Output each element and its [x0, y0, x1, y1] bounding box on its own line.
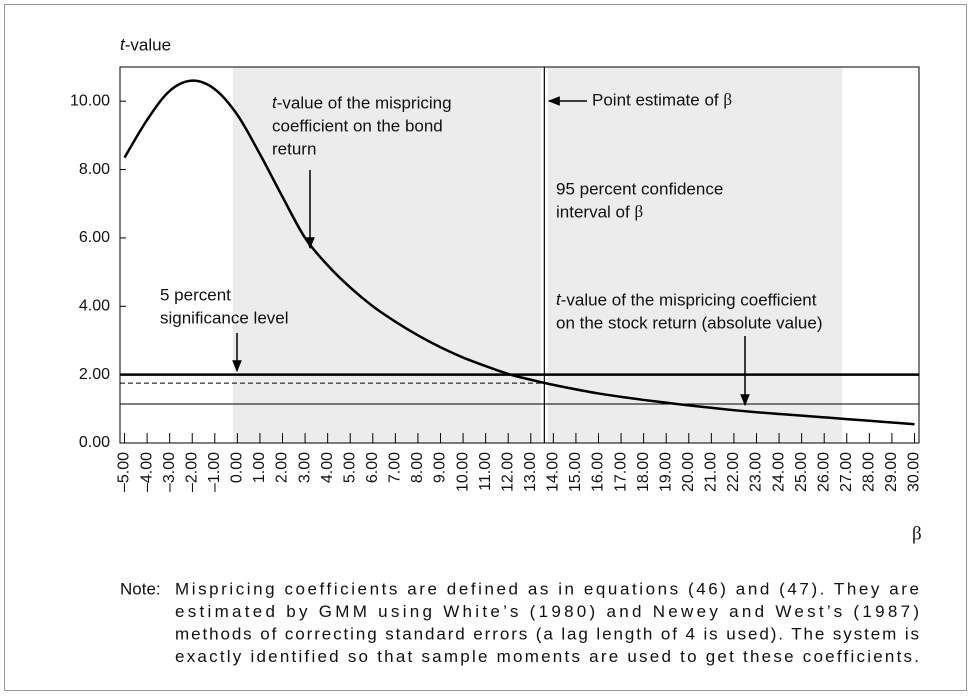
x-tick-label: 0.00 — [229, 452, 246, 483]
annotation: 95 percent confidence — [556, 179, 723, 198]
annotation: 5 percent — [160, 285, 231, 304]
x-tick-label: 20.00 — [680, 452, 697, 492]
x-tick-label: 29.00 — [883, 452, 900, 492]
annotation: t-value of the mispricing — [272, 93, 452, 112]
x-tick-label: 9.00 — [432, 452, 449, 483]
x-tick-label: 10.00 — [454, 452, 471, 492]
plot-frame — [119, 66, 920, 444]
x-tick-label: 27.00 — [838, 452, 855, 492]
x-tick-label: 30.00 — [906, 452, 923, 492]
x-tick-label: 12.00 — [499, 452, 516, 492]
x-tick-label: 19.00 — [657, 452, 674, 492]
annotation: return — [272, 139, 316, 158]
x-tick-label: 24.00 — [770, 452, 787, 492]
note-line: estimated by GMM using White’s (1980) an… — [175, 602, 919, 621]
x-tick-label: 14.00 — [545, 452, 562, 492]
x-tick-label: 4.00 — [319, 452, 336, 483]
annotation: coefficient on the bond — [272, 116, 443, 135]
x-tick-label: 2.00 — [274, 452, 291, 483]
data-line — [123, 79, 915, 426]
x-tick-label: –1.00 — [206, 452, 223, 492]
x-tick-label: 17.00 — [612, 452, 629, 492]
note-line: methods of correcting standard errors (a… — [175, 624, 919, 643]
x-tick-label: 28.00 — [861, 452, 878, 492]
annotation: t-value of the mispricing coefficient — [556, 290, 817, 309]
x-tick-label: 13.00 — [522, 452, 539, 492]
y-tick-label: 6.00 — [79, 229, 110, 246]
x-tick-label: 5.00 — [341, 452, 358, 483]
y-tick-label: 8.00 — [79, 161, 110, 178]
annotation: interval of β — [556, 202, 643, 222]
y-tick-label: 0.00 — [79, 434, 110, 451]
x-tick-label: –4.00 — [138, 452, 155, 492]
x-tick-label: 7.00 — [387, 452, 404, 483]
x-tick-label: 15.00 — [567, 452, 584, 492]
annotation: on the stock return (absolute value) — [556, 313, 822, 332]
x-tick-label: 18.00 — [635, 452, 652, 492]
x-tick-label: –3.00 — [161, 452, 178, 492]
x-tick-label: 1.00 — [251, 452, 268, 483]
x-tick-label: 23.00 — [748, 452, 765, 492]
x-tick-label: 26.00 — [815, 452, 832, 492]
note-label: Note: — [120, 579, 161, 598]
x-tick-label: 11.00 — [477, 452, 494, 491]
annotation: significance level — [160, 308, 289, 327]
x-tick-label: 22.00 — [725, 452, 742, 492]
x-tick-label: 8.00 — [409, 452, 426, 483]
note-line: Mispricing coefficients are defined as i… — [175, 579, 919, 598]
x-tick-label: 21.00 — [703, 452, 720, 492]
x-tick-label: –2.00 — [183, 452, 200, 492]
x-tick-label: 25.00 — [793, 452, 810, 492]
y-tick-label: 2.00 — [79, 366, 110, 383]
note-line: exactly identified so that sample moment… — [175, 647, 919, 666]
outer-border — [4, 4, 967, 691]
x-axis-label: β — [912, 523, 922, 544]
plot — [119, 66, 920, 444]
x-tick-label: –5.00 — [116, 452, 133, 492]
annotation: Point estimate of β — [592, 90, 732, 110]
y-tick-label: 10.00 — [70, 92, 110, 109]
x-tick-label: 16.00 — [590, 452, 607, 492]
y-tick-label: 4.00 — [79, 297, 110, 314]
x-tick-label: 6.00 — [364, 452, 381, 483]
x-tick-label: 3.00 — [296, 452, 313, 483]
y-axis-label: t-value — [120, 35, 171, 54]
